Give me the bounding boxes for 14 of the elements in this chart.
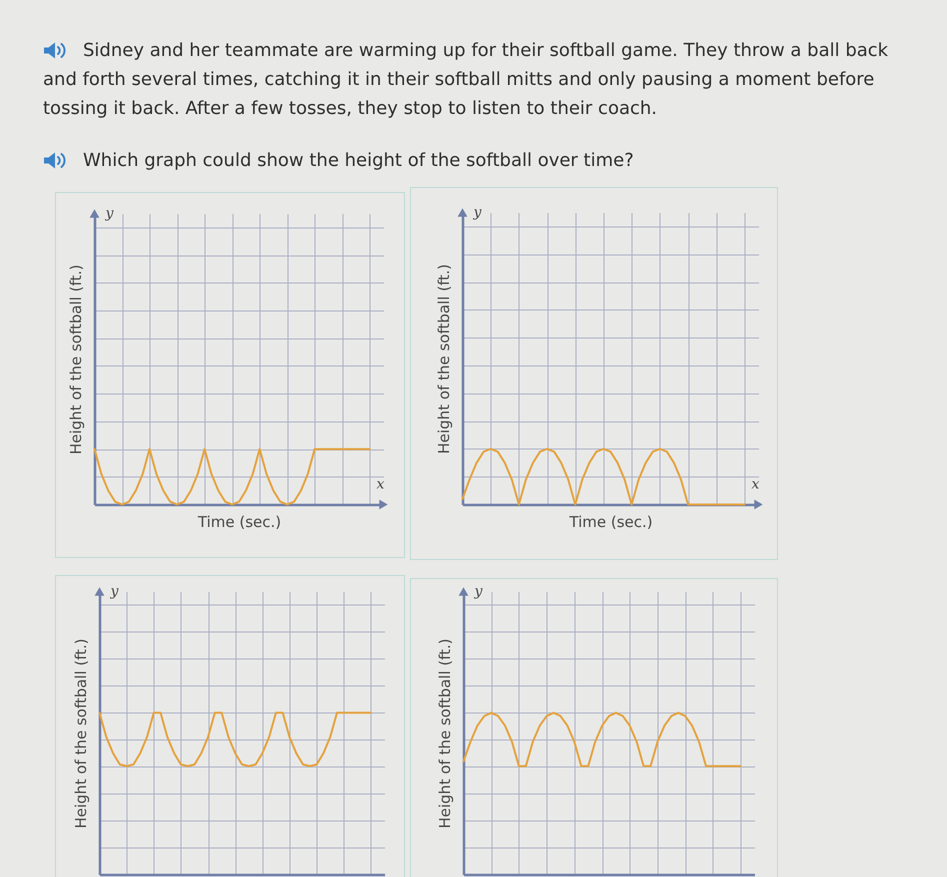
y-axis-title: Height of the softball (ft.): [435, 264, 453, 454]
text: y: [104, 206, 114, 222]
y-axis-title: Height of the softball (ft.): [67, 264, 85, 455]
text: Sidney and her teammate are warming up for their softball game. They throw a ball back and forth several times, catching it in their softball mitts and only pausing a moment before tossing it back. After a few tosses, they stop to listen to their coach.: [43, 40, 888, 119]
y-axis-title: Height of the softball (ft.): [436, 638, 454, 829]
text: y: [110, 584, 120, 600]
x-axis-title: Time (sec.): [196, 513, 282, 531]
annotation: x: [752, 476, 760, 492]
text: y: [474, 584, 484, 600]
text: y: [472, 204, 482, 220]
x-axis-title: Time (sec.): [568, 513, 653, 531]
y-axis-title: Height of the softball (ft.): [72, 638, 90, 829]
text: Which graph could show the height of the softball over time?: [83, 150, 634, 171]
annotation: x: [376, 476, 385, 492]
